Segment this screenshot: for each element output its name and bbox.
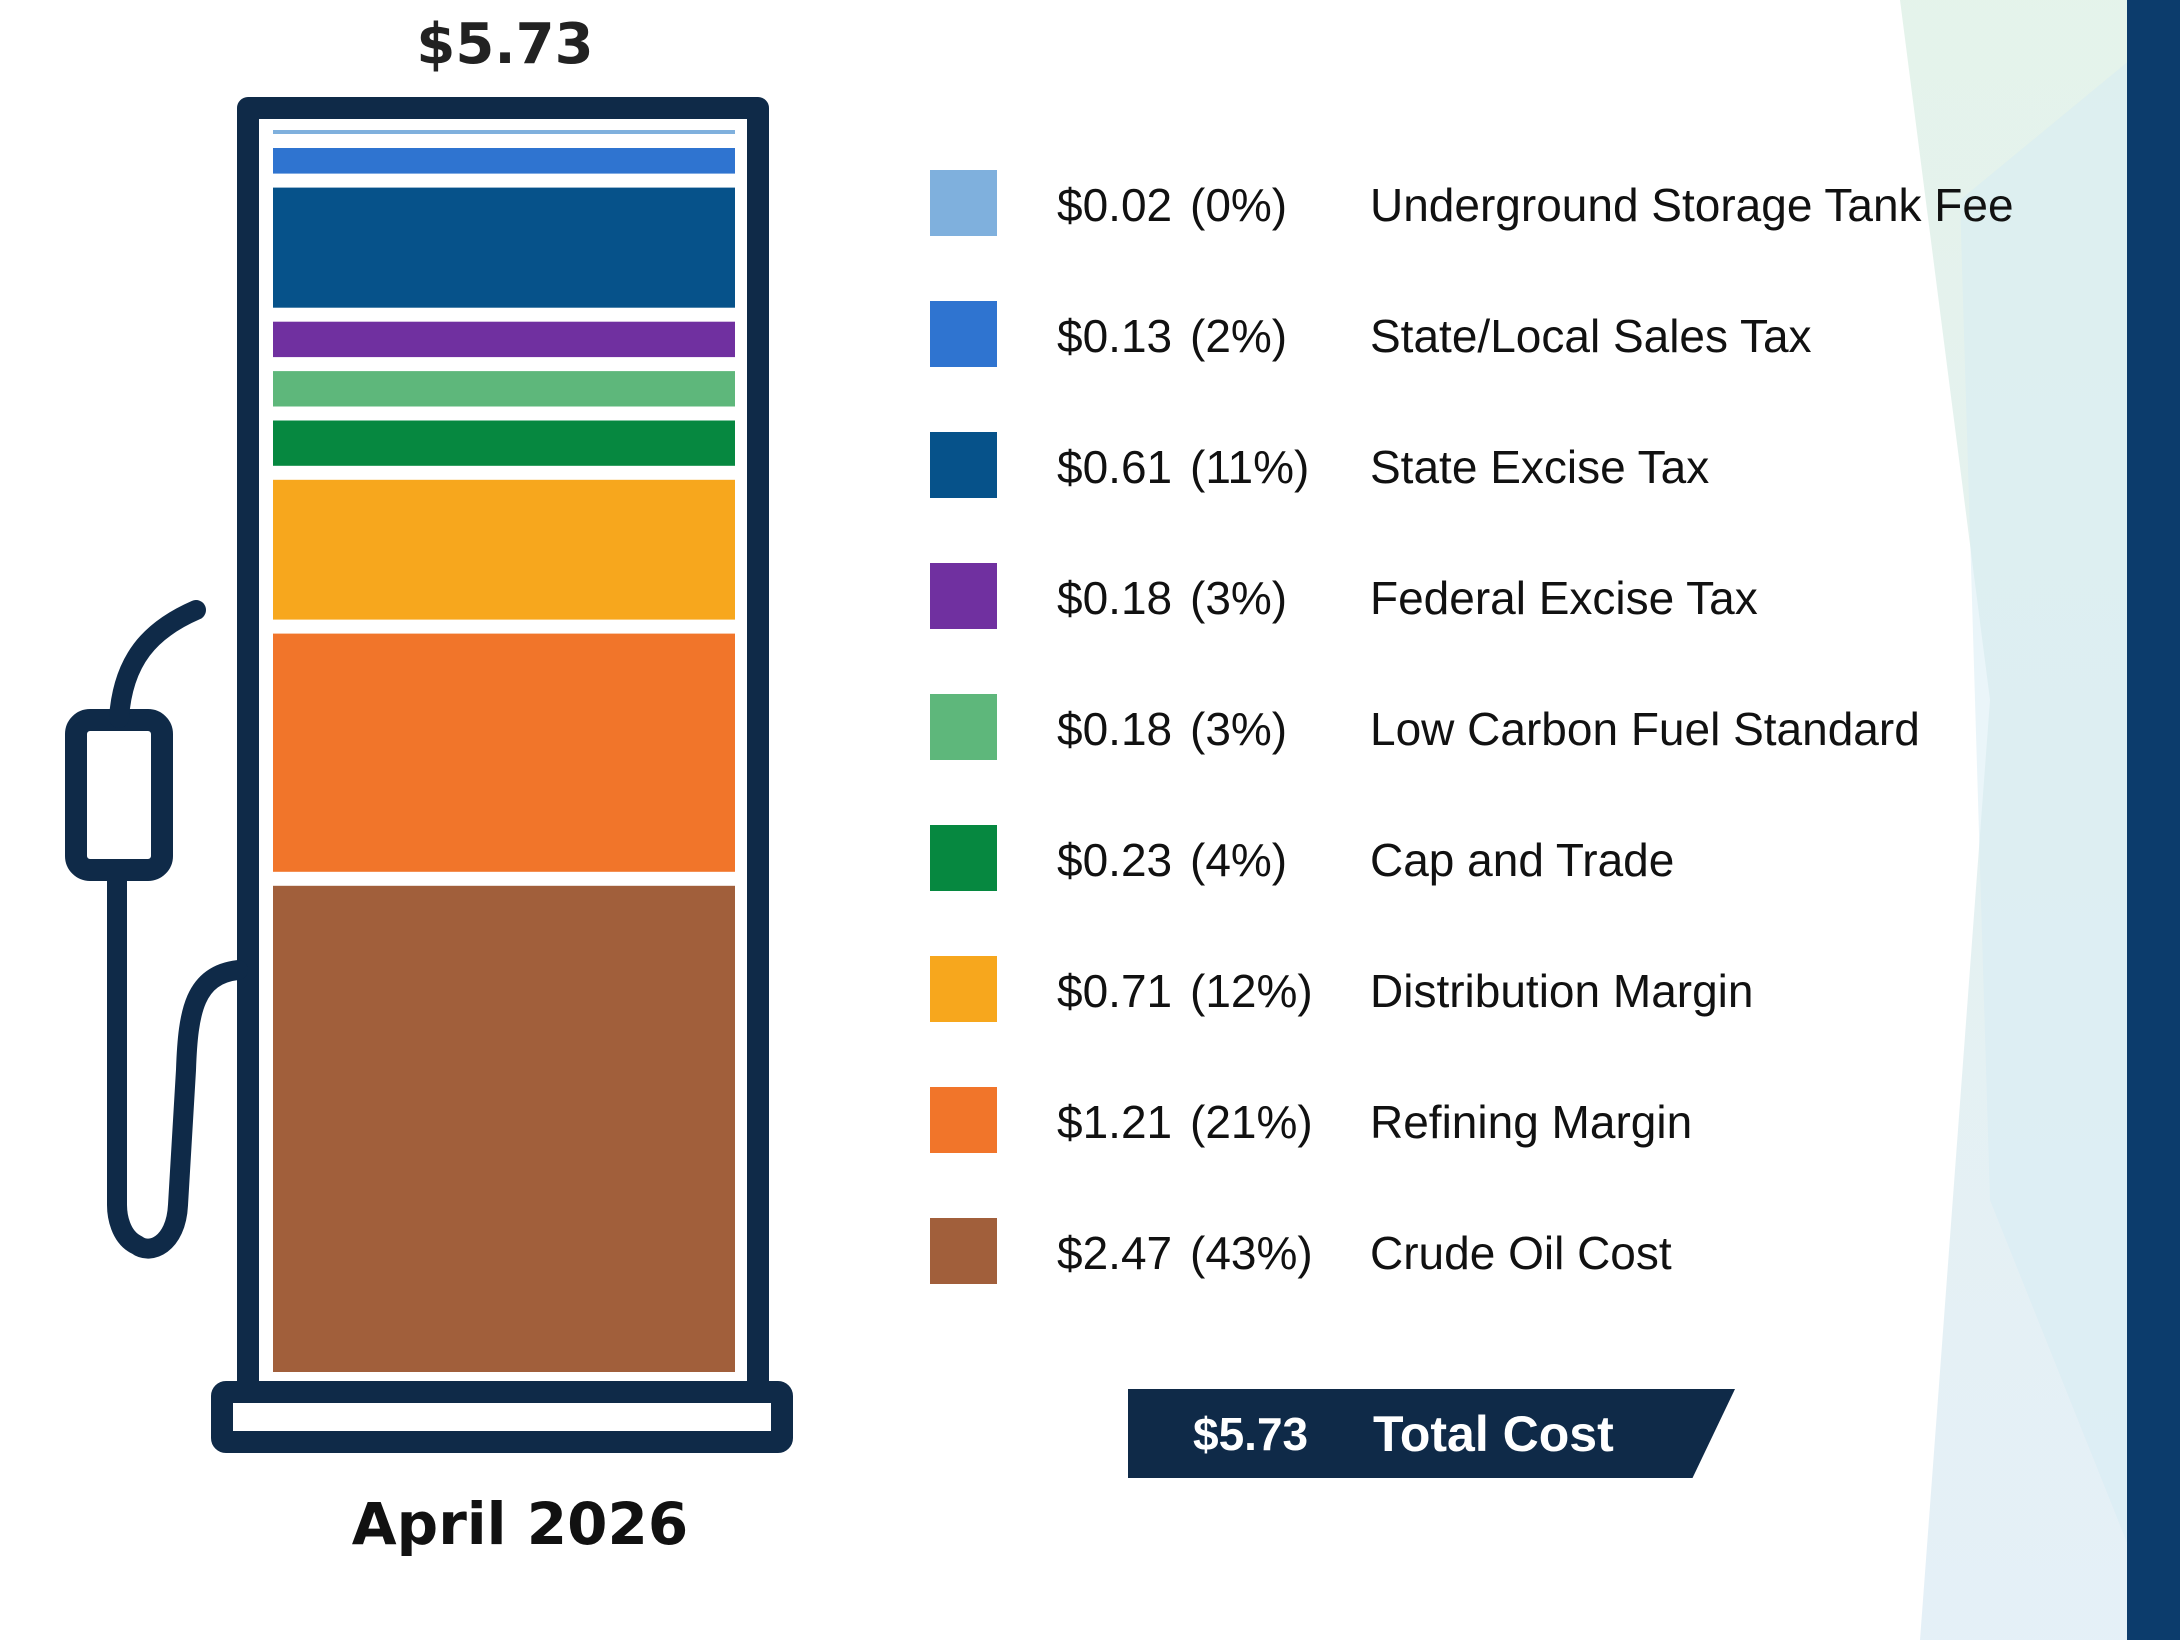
legend-value: $0.18 [1057,572,1173,624]
legend-label: Low Carbon Fuel Standard [1370,703,1920,755]
legend-label: Underground Storage Tank Fee [1370,179,2014,231]
legend-label: Federal Excise Tax [1370,572,1758,624]
legend-item: $0.02 (0%) Underground Storage Tank Fee [930,170,2030,236]
bar-segment-state-local-sales-tax [273,148,735,174]
legend-item: $1.21 (21%) Refining Margin [930,1087,2030,1153]
legend-percent: (2%) [1190,310,1288,362]
total-cost-value: $5.73 [1193,1408,1309,1460]
legend-swatch [930,170,997,236]
bar-segment-refining-margin [273,633,735,872]
legend-label: Cap and Trade [1370,834,1675,886]
period-label: April 2026 [351,1490,689,1558]
legend-swatch [930,563,997,629]
legend-percent: (12%) [1190,965,1313,1017]
bar-segment-crude-oil-cost [273,885,735,1372]
legend-swatch [930,956,997,1022]
legend-item: $0.61 (11%) State Excise Tax [930,432,2030,498]
legend-value: $0.18 [1057,703,1173,755]
pump-body [237,97,769,1396]
legend-item: $0.18 (3%) Federal Excise Tax [930,563,2030,629]
legend-percent: (0%) [1190,179,1288,231]
legend-item: $0.71 (12%) Distribution Margin [930,956,2030,1022]
legend-percent: (3%) [1190,703,1288,755]
pump-outline [65,97,793,1453]
legend-value: $0.23 [1057,834,1173,886]
bar-segment-federal-excise-tax [273,321,735,358]
legend-item: $2.47 (43%) Crude Oil Cost [930,1218,2030,1284]
total-cost-label: Total Cost [1373,1406,1614,1462]
legend-value: $2.47 [1057,1227,1173,1279]
total-cost-banner: $5.73 Total Cost [1128,1389,1735,1478]
nozzle-spout [109,600,206,728]
legend-percent: (43%) [1190,1227,1313,1279]
legend-item: $0.23 (4%) Cap and Trade [930,825,2030,891]
legend-value: $1.21 [1057,1096,1173,1148]
legend-percent: (3%) [1190,572,1288,624]
bar-segment-low-carbon-fuel-standard [273,371,735,407]
legend-swatch [930,1218,997,1284]
legend-label: State Excise Tax [1370,441,1710,493]
legend-label: Refining Margin [1370,1096,1693,1148]
legend-value: $0.02 [1057,179,1173,231]
pump-base [211,1381,793,1453]
legend-item: $0.13 (2%) State/Local Sales Tax [930,301,2030,367]
legend-percent: (4%) [1190,834,1288,886]
legend-swatch [930,301,997,367]
legend-value: $0.61 [1057,441,1173,493]
legend-label: Distribution Margin [1370,965,1754,1017]
legend-value: $0.13 [1057,310,1173,362]
legend-item: $0.18 (3%) Low Carbon Fuel Standard [930,694,2030,760]
bar-segment-underground-storage-tank-fee [273,130,735,134]
bar-segment-state-excise-tax [273,187,735,308]
stacked-bars [273,130,735,1372]
legend-swatch [930,825,997,891]
legend-swatch [930,694,997,760]
background-shape [1960,60,2130,1550]
bar-segment-distribution-margin [273,479,735,620]
legend-label: State/Local Sales Tax [1370,310,1812,362]
hose [107,860,248,1259]
legend-swatch [930,1087,997,1153]
chart-title: $5.73 [416,12,594,77]
legend-percent: (11%) [1190,441,1310,493]
legend-label: Crude Oil Cost [1370,1227,1672,1279]
legend-percent: (21%) [1190,1096,1313,1148]
legend-swatch [930,432,997,498]
legend-value: $0.71 [1057,965,1173,1017]
right-edge-bar [2127,0,2180,1640]
bar-segment-cap-and-trade [273,420,735,466]
nozzle-handle [65,709,173,881]
